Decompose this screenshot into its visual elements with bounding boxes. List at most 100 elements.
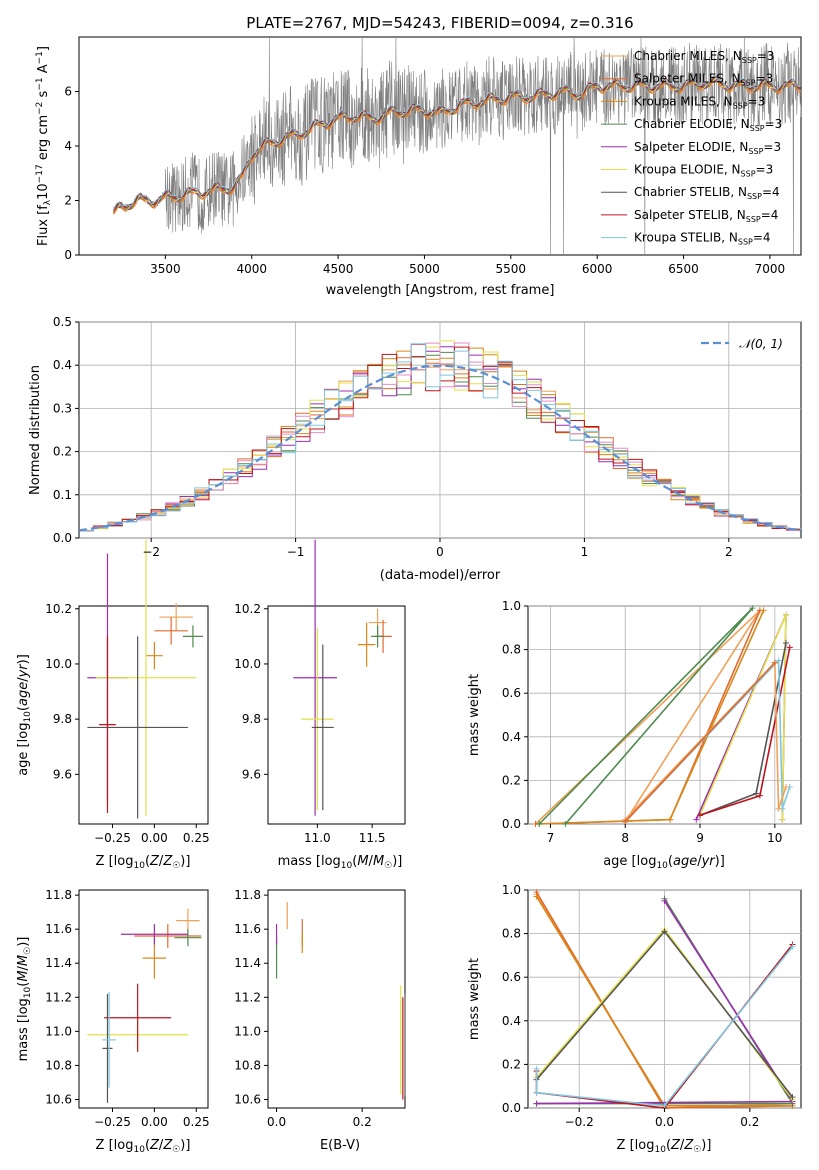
mass-z-ylabel: mass [log10(M/M☉)] — [16, 937, 33, 1062]
legend-label: Kroupa MILES, NSSP=3 — [634, 94, 765, 110]
mass-ebv-ytick-label: 10.8 — [234, 1058, 261, 1072]
spectrum-ytick-label: 4 — [64, 139, 72, 153]
legend-label: Chabrier MILES, NSSP=3 — [634, 49, 774, 65]
mass-z-ytick-label: 11.8 — [45, 888, 72, 902]
weight-age-marker — [760, 607, 767, 614]
legend-label: Salpeter ELODIE, NSSP=3 — [634, 140, 781, 156]
age-z-xtick-label: 0.25 — [183, 831, 210, 845]
histogram-xlabel: (data-model)/error — [380, 568, 501, 583]
age-z-ytick-label: 10.2 — [45, 602, 72, 616]
spectrum-xtick-label: 6000 — [582, 262, 613, 276]
histogram-ylabel: Normed distribution — [28, 365, 43, 495]
weight-age-marker — [562, 821, 569, 827]
mass-ebv-xtick-label: 0.2 — [353, 1115, 372, 1129]
weight-age-ytick-label: 0.2 — [502, 773, 521, 787]
weight-z-xtick-label: 0.0 — [655, 1115, 674, 1129]
weight-z-ylabel: mass weight — [467, 958, 482, 1040]
age-vs-z-panel — [78, 605, 209, 825]
mass-z-ytick-label: 11.0 — [45, 1024, 72, 1038]
weight-age-ytick-label: 0.0 — [502, 817, 521, 831]
spectrum-xlabel: wavelength [Angstrom, rest frame] — [326, 283, 555, 298]
mass-vs-z-panel — [78, 889, 209, 1109]
mass-ebv-ytick-label: 11.6 — [234, 922, 261, 936]
weight-age-marker — [783, 611, 790, 618]
age-mass-xtick-label: 11.5 — [359, 831, 386, 845]
mass-z-xtick-label: 0.25 — [183, 1115, 210, 1129]
weight-age-ylabel: mass weight — [467, 674, 482, 756]
weight-age-marker — [771, 659, 778, 666]
histogram-xtick-label: −2 — [142, 545, 160, 559]
weight-z-marker — [533, 893, 540, 900]
weight-age-marker — [536, 821, 543, 827]
weight-age-marker — [779, 816, 786, 823]
weight-age-marker — [775, 657, 782, 664]
weight-age-xtick-label: 8 — [621, 831, 629, 845]
weight-age-ytick-label: 1.0 — [502, 599, 521, 613]
weight-age-marker — [693, 816, 700, 823]
weight-z-marker — [789, 943, 796, 950]
histogram-ytick-label: 0.5 — [53, 315, 72, 329]
age-z-xtick-label: −0.25 — [94, 831, 131, 845]
age-z-ylabel: age [log10(age/yr)] — [16, 654, 33, 776]
weight-z-marker — [661, 1102, 668, 1109]
histogram-legend-label: 𝒩(0, 1) — [739, 337, 783, 351]
weight-age-xtick-label: 10 — [767, 831, 782, 845]
weight-age-marker — [753, 790, 760, 797]
weight-z-marker — [533, 1100, 540, 1107]
histogram-xtick-label: 1 — [581, 545, 589, 559]
legend-label: Salpeter STELIB, NSSP=4 — [634, 208, 778, 224]
spectrum-xtick-label: 4000 — [236, 262, 267, 276]
age-mass-ytick-label: 9.8 — [242, 712, 261, 726]
mass-z-ytick-label: 11.6 — [45, 922, 72, 936]
weight-age-marker — [756, 792, 763, 799]
spectrum-xtick-label: 6500 — [668, 262, 699, 276]
age-z-ytick-label: 10.0 — [45, 657, 72, 671]
mass-ebv-ytick-label: 10.6 — [234, 1092, 261, 1106]
mass-ebv-xlabel: E(B-V) — [320, 1138, 360, 1153]
weight-age-marker — [697, 812, 704, 819]
spectrum-ytick-label: 0 — [64, 248, 72, 262]
weight-age-marker — [749, 605, 756, 612]
mass-ebv-ytick-label: 11.0 — [234, 1024, 261, 1038]
legend-label: Chabrier STELIB, NSSP=4 — [634, 185, 780, 201]
spectrum-xtick-label: 5000 — [409, 262, 440, 276]
weight-age-marker — [622, 818, 629, 825]
mass-z-xtick-label: 0.00 — [141, 1115, 168, 1129]
spectrum-ylabel: Flux [fλ10−17 erg cm−2 s−1 A−1] — [35, 46, 53, 246]
spectrum-ytick-label: 6 — [64, 85, 72, 99]
age-mass-xtick-label: 11.0 — [304, 831, 331, 845]
weight-age-xlabel: age [log10(age/yr)] — [603, 854, 725, 871]
mass-vs-ebv-panel — [267, 889, 406, 1109]
weight-z-marker — [533, 1065, 540, 1072]
spectrum-xtick-label: 4500 — [323, 262, 354, 276]
histogram-ytick-label: 0.3 — [53, 401, 72, 415]
weight-z-ytick-label: 0.8 — [502, 927, 521, 941]
weight-age-marker — [786, 644, 793, 651]
spectrum-data-line — [113, 36, 802, 256]
spectrum-ytick-label: 2 — [64, 194, 72, 208]
mass-ebv-ytick-label: 11.2 — [234, 990, 261, 1004]
age-mass-ytick-label: 9.6 — [242, 767, 261, 781]
histogram-ytick-label: 0.2 — [53, 445, 72, 459]
histogram-ytick-label: 0.0 — [53, 531, 72, 545]
age-vs-mass-panel — [267, 605, 406, 825]
spectrum-xtick-label: 5500 — [496, 262, 527, 276]
legend-label: Salpeter MILES, NSSP=3 — [634, 72, 773, 88]
age-z-ytick-label: 9.6 — [53, 767, 72, 781]
age-mass-ytick-label: 10.2 — [234, 602, 261, 616]
weight-age-ytick-label: 0.4 — [502, 730, 521, 744]
spectrum-title: PLATE=2767, MJD=54243, FIBERID=0094, z=0… — [246, 14, 633, 32]
weight-age-marker — [783, 640, 790, 647]
mass-ebv-xtick-label: 0.0 — [267, 1115, 286, 1129]
weight-z-ytick-label: 0.0 — [502, 1101, 521, 1115]
weight-z-marker — [661, 928, 668, 935]
weight-age-xtick-label: 9 — [696, 831, 704, 845]
mass-z-xlabel: Z [log10(Z/Z☉)] — [96, 1138, 191, 1155]
histogram-ytick-label: 0.4 — [53, 358, 72, 372]
spectrum-model-line — [113, 75, 801, 211]
weight-age-xtick-label: 7 — [547, 831, 555, 845]
age-mass-xlabel: mass [log10(M/M☉)] — [278, 854, 403, 871]
weight-z-xtick-label: 0.2 — [740, 1115, 759, 1129]
histogram-xtick-label: 2 — [725, 545, 733, 559]
